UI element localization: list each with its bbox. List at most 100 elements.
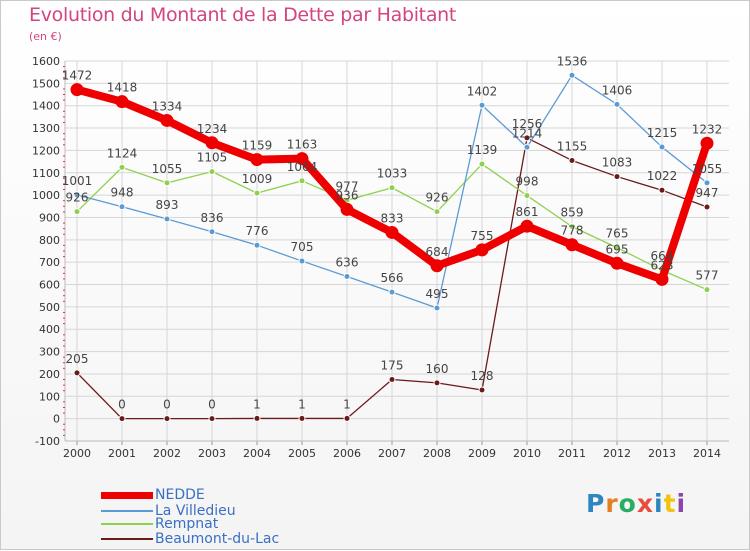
data-label: 778 [561,224,584,238]
logo-letter: r [605,489,619,518]
data-label: 1406 [602,83,633,97]
data-label: 1472 [62,69,93,83]
data-label: 695 [606,242,629,256]
y-tick-label: 1100 [32,167,60,180]
data-label: 1124 [107,146,138,160]
y-tick-label: 400 [39,323,60,336]
data-point [343,272,351,280]
data-point [613,100,621,108]
data-label: 495 [426,287,449,301]
data-point [160,113,174,127]
data-label: 859 [561,206,584,220]
data-point [433,208,441,216]
data-point [430,259,444,273]
y-tick-label: 1500 [32,77,60,90]
data-label: 1 [343,397,351,411]
data-label: 1083 [602,156,633,170]
data-point [298,257,306,265]
data-label: 1033 [377,167,408,181]
legend-label-la-villedieu: La Villedieu [155,503,236,519]
data-point [118,415,126,423]
x-tick-label: 2007 [378,447,406,460]
data-label: 205 [66,352,89,366]
data-point [655,272,669,286]
data-point [118,203,126,211]
data-label: 577 [696,269,719,283]
data-point [475,243,489,257]
data-label: 1139 [467,143,498,157]
data-point [658,186,666,194]
data-label: 1055 [692,162,723,176]
x-tick-label: 2009 [468,447,496,460]
data-label: 623 [651,258,674,272]
data-point [208,168,216,176]
data-point [478,160,486,168]
data-label: 1105 [197,151,228,165]
y-tick-label: 300 [39,346,60,359]
data-label: 1234 [197,122,228,136]
data-point [340,202,354,216]
data-point [253,241,261,249]
data-label: 861 [516,205,539,219]
data-label: 175 [381,359,404,373]
data-label: 0 [208,398,216,412]
data-label: 0 [118,398,126,412]
legend-label-rempnat: Rempnat [155,516,219,532]
data-point [253,414,261,422]
data-label: 833 [381,211,404,225]
data-point [523,134,531,142]
y-tick-label: 100 [39,390,60,403]
y-tick-label: 0 [53,413,60,426]
chart-title: Evolution du Montant de la Dette par Hab… [29,4,457,26]
data-label: 936 [336,188,359,202]
data-point [115,95,129,109]
data-label: 1001 [62,174,93,188]
x-tick-label: 2012 [603,447,631,460]
logo-letter: t [663,489,677,518]
data-point [703,203,711,211]
x-tick-label: 2003 [198,447,226,460]
y-tick-label: 600 [39,279,60,292]
data-label: 1214 [512,126,543,140]
data-label: 926 [66,191,89,205]
data-point [523,192,531,200]
y-tick-label: 500 [39,301,60,314]
x-tick-label: 2010 [513,447,541,460]
logo-letter: o [618,489,637,518]
legend-item-la-villedieu: La Villedieu [101,503,236,519]
data-label: 1163 [287,138,318,152]
legend-swatch-rempnat [101,523,153,525]
data-point [568,156,576,164]
x-tick-label: 2013 [648,447,676,460]
data-label: 1418 [107,81,138,95]
data-label: 1055 [152,162,183,176]
x-tick-label: 2002 [153,447,181,460]
data-point [253,189,261,197]
data-point [208,415,216,423]
data-label: 566 [381,271,404,285]
data-point [613,244,621,252]
data-point [388,184,396,192]
data-label: 893 [156,198,179,212]
x-tick-label: 2011 [558,447,586,460]
data-point [520,219,534,233]
logo-letter: i [654,489,664,518]
data-label: 836 [201,211,224,225]
data-label: 1215 [647,126,678,140]
data-point [205,136,219,150]
data-point [703,179,711,187]
data-label: 926 [426,191,449,205]
logo-letter: x [636,489,654,518]
y-tick-label: -100 [35,435,60,448]
x-tick-label: 2008 [423,447,451,460]
data-label: 755 [471,229,494,243]
data-point [703,286,711,294]
data-label: 1256 [512,117,543,131]
legend-label-nedde: NEDDE [155,487,205,503]
data-point [568,223,576,231]
data-label: 1009 [242,172,273,186]
data-point [343,414,351,422]
data-label: 977 [336,179,359,193]
